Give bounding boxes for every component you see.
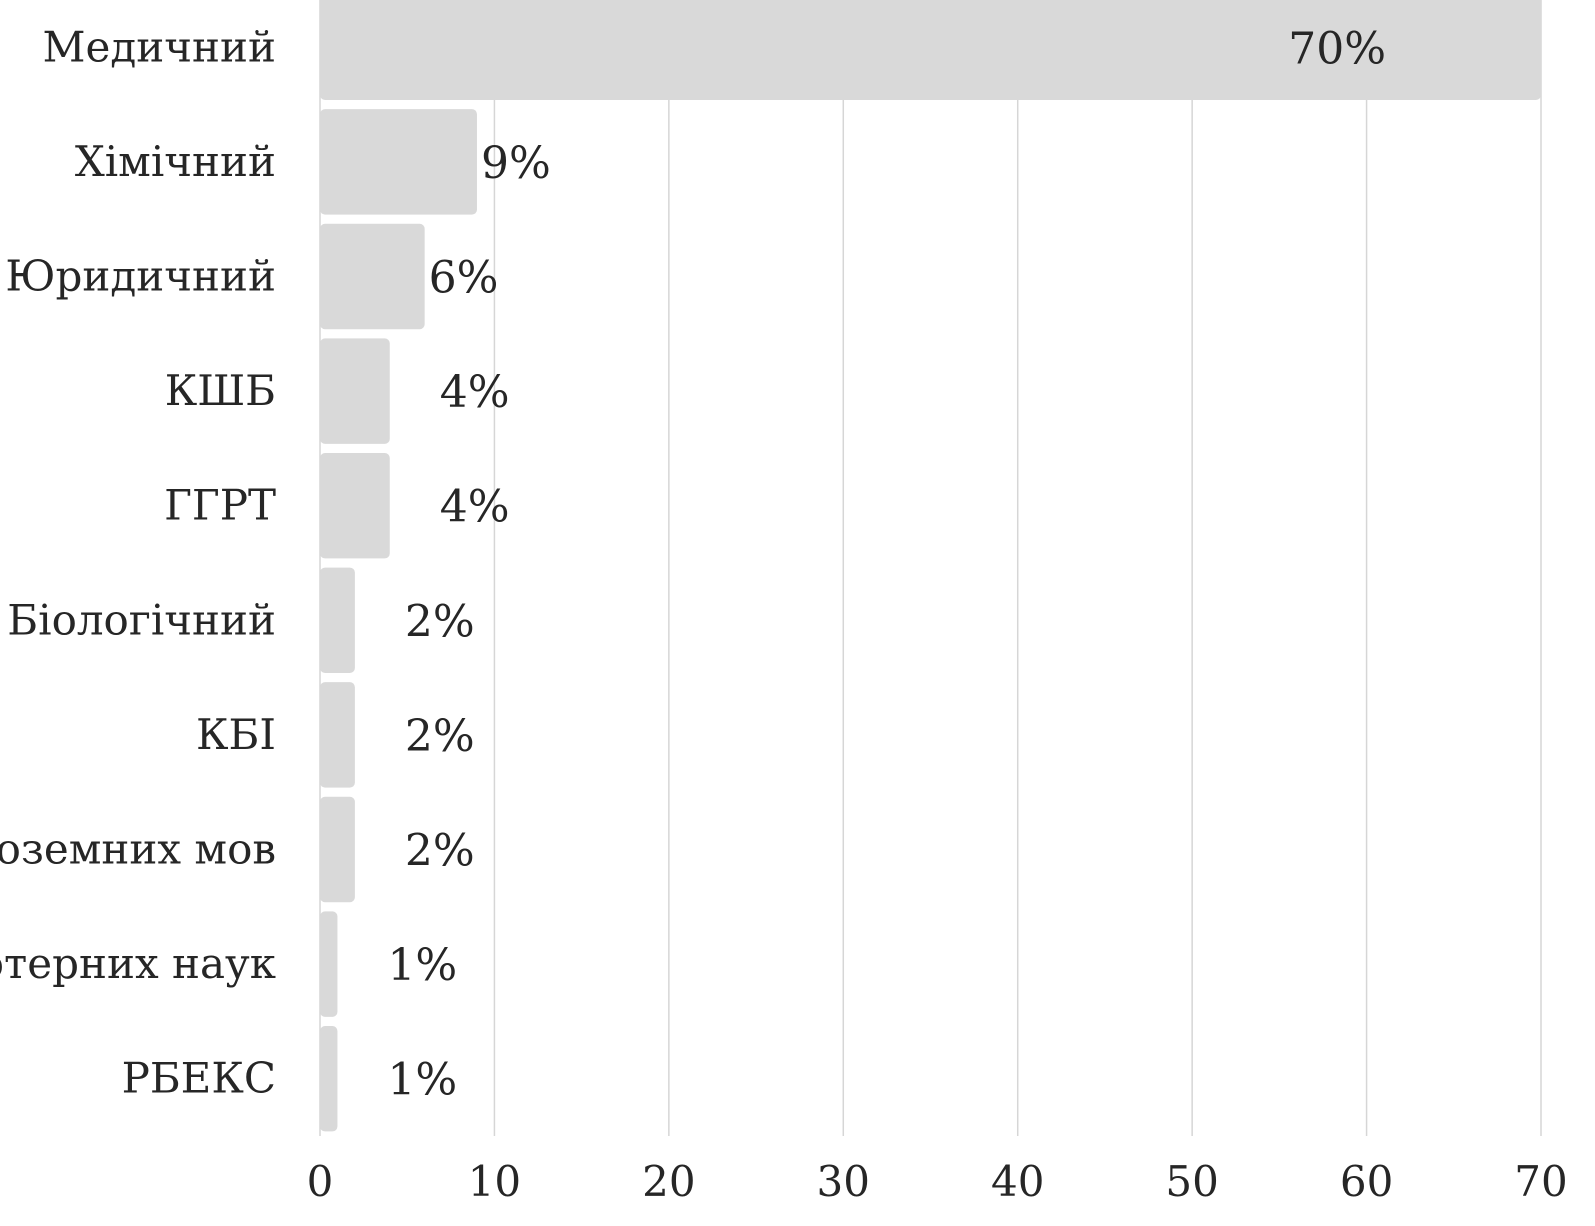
category-label: КШБ (165, 366, 276, 415)
bar-value-label: 4% (440, 482, 510, 533)
value-labels: 70% 9% 6% 4% 4% 2% 2% 2% 1% 1% (387, 23, 1386, 1105)
x-tick-label: 10 (468, 1157, 521, 1206)
x-tick-labels: 0 10 20 30 40 50 60 70 (307, 1157, 1568, 1206)
category-label: Хімічний (75, 137, 276, 186)
bar (320, 567, 355, 674)
bar (320, 682, 355, 788)
bar-value-label: 70% (1288, 23, 1386, 74)
bar (320, 338, 390, 444)
bar (320, 796, 355, 903)
category-label: ГГРТ (164, 481, 276, 530)
bar-value-label: 1% (387, 1055, 457, 1106)
bar-value-label: 2% (405, 596, 475, 647)
category-labels: Медичний Хімічний Юридичний КШБ ГГРТ Біологіч… (0, 22, 276, 1102)
category-label: КБІ (196, 710, 276, 759)
bar-value-label: 6% (429, 253, 499, 304)
bar-value-label: 4% (440, 367, 510, 418)
x-tick-label: 0 (307, 1157, 334, 1206)
x-tick-label: 50 (1165, 1157, 1218, 1206)
category-label: отерних наук (0, 939, 276, 988)
x-tick-label: 30 (817, 1157, 870, 1206)
grid-lines (319, 0, 1542, 1136)
bar-value-label: 2% (405, 711, 475, 762)
x-tick-label: 60 (1340, 1157, 1393, 1206)
x-tick-label: 70 (1514, 1157, 1567, 1206)
category-label: оземних мов (0, 825, 276, 874)
category-label: Біологічний (7, 595, 276, 644)
category-label: Юридичний (5, 252, 276, 301)
bar (320, 911, 338, 1017)
bar (320, 223, 425, 330)
bar-value-label: 9% (481, 138, 551, 189)
bar (320, 0, 1541, 101)
bar-value-label: 1% (387, 940, 457, 991)
x-tick-label: 40 (991, 1157, 1044, 1206)
bar-value-label: 2% (405, 826, 475, 877)
category-label: РБЕКС (122, 1054, 276, 1103)
bar (320, 452, 390, 559)
bar (320, 109, 477, 215)
bars (320, 0, 1541, 1132)
x-tick-label: 20 (642, 1157, 695, 1206)
bar (320, 1025, 338, 1132)
category-label: Медичний (43, 22, 276, 71)
